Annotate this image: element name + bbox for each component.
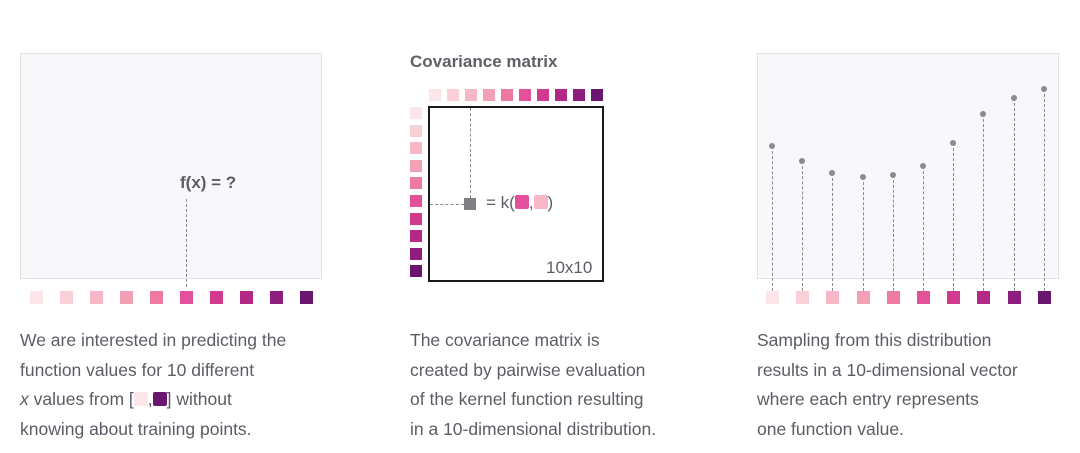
matrix-column-point [555,89,567,101]
input-point [150,291,163,304]
matrix-column-point [429,89,441,101]
matrix-column-dashed-line [470,108,471,198]
sample-value-dot [769,142,775,149]
sample-point [886,291,900,304]
input-point [240,291,253,304]
input-point [30,291,43,304]
matrix-row-point [410,124,422,137]
sample-point [917,291,930,304]
sample-stem [832,172,834,291]
sample-value-dot [1010,95,1017,102]
input-point [120,291,133,304]
sample-point [977,291,991,304]
first-point-swatch [133,392,148,406]
matrix-row-point [410,107,422,119]
right-caption: Sampling from this distribution results … [757,330,1018,439]
sample-value-dot [1040,86,1047,93]
matrix-column-point [483,89,495,101]
matrix-row-point [410,230,422,243]
middle-caption: The covariance matrix is created by pair… [410,330,657,439]
matrix-column-point [447,89,459,101]
sample-point [796,291,810,304]
last-point-swatch [152,392,167,406]
sample-stem [892,175,894,291]
kernel-arg-1-swatch [514,195,529,209]
matrix-column-point [573,89,585,101]
matrix-row-dashed-line [430,204,464,205]
matrix-row-point [410,247,422,260]
matrix-row-point [410,177,422,190]
matrix-column-point [465,89,477,101]
matrix-column-point [537,89,549,101]
matrix-size-label: 10x10 [546,258,593,277]
sample-stem [923,166,924,291]
sample-point [826,291,840,304]
sample-value-dot [859,174,866,181]
sample-point [766,291,779,304]
unknown-function-label: f(x) = ? [180,173,237,192]
sample-value-dot [920,163,926,169]
sample-point [947,291,961,304]
sample-point [1007,291,1021,304]
query-dashed-line [186,199,187,287]
covariance-title: Covariance matrix [410,52,558,71]
matrix-row-point [410,142,422,155]
input-point [300,291,313,304]
kernel-expression: = k(,) [486,193,554,212]
sample-stem [772,145,773,291]
left-caption: We are interested in predicting the func… [20,330,287,439]
matrix-column-point [501,89,513,101]
input-point [60,291,73,304]
sample-point [856,291,870,304]
input-point [90,291,103,304]
sample-value-dot [950,140,957,147]
sample-panel [757,53,1059,279]
matrix-row-point [410,212,422,225]
matrix-column-point [591,89,603,101]
matrix-row-point [410,195,422,207]
sample-value-dot [980,111,987,118]
sample-stem [1013,98,1015,291]
sample-stem [862,177,864,291]
matrix-row-point [410,159,422,172]
input-point [210,291,223,304]
sample-point [1037,291,1051,304]
sample-value-dot [889,172,896,179]
sample-stem [983,114,985,291]
input-point [180,291,193,304]
matrix-entry-cell [464,198,476,210]
input-space-panel [20,53,322,279]
sample-value-dot [829,169,836,176]
sample-stem [953,143,955,291]
sample-stem [802,161,804,291]
matrix-column-point [519,89,531,101]
kernel-arg-2-swatch [533,195,548,209]
covariance-matrix-box [428,106,604,282]
sample-stem [1043,89,1045,291]
matrix-row-point [410,265,422,278]
sample-value-dot [799,158,806,165]
input-point [270,291,283,304]
